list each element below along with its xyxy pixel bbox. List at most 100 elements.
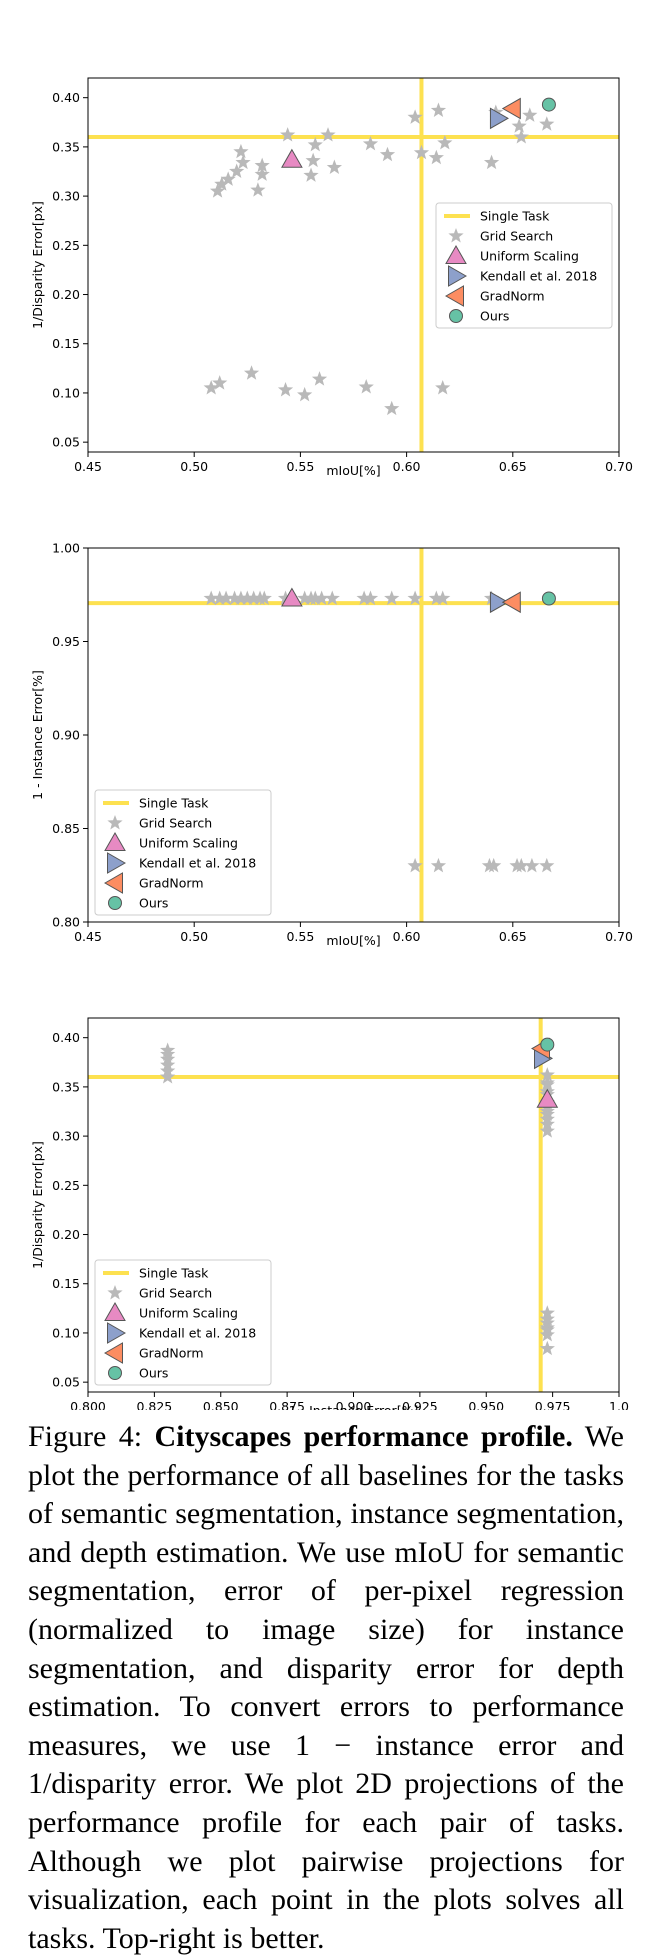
point-grid-search <box>539 116 555 131</box>
caption-prefix: Figure 4: <box>28 1420 143 1453</box>
point-ours <box>541 591 556 606</box>
x-tick-label: 0.60 <box>393 459 421 474</box>
legend-label-gradnorm: GradNorm <box>139 876 204 891</box>
x-axis-label: 1 - Instance Error[%] <box>289 1403 419 1410</box>
legend-label-ours: Ours <box>480 309 509 324</box>
y-tick-label: 0.30 <box>52 189 80 204</box>
point-grid-search <box>243 365 260 380</box>
y-tick-label: 0.80 <box>52 915 80 930</box>
x-tick-label: 1.0 <box>609 1399 629 1410</box>
point-grid-search <box>212 375 228 390</box>
point-grid-search <box>435 590 451 605</box>
y-tick-label: 0.30 <box>52 1129 80 1144</box>
legend-marker-grid-search <box>107 815 123 830</box>
point-grid-search <box>407 109 423 124</box>
x-tick-label: 0.50 <box>180 929 208 944</box>
point-grid-search <box>297 590 313 605</box>
legend-label-uniform-scaling: Uniform Scaling <box>139 1306 238 1321</box>
point-grid-search <box>160 1063 176 1078</box>
point-ours <box>540 1037 555 1052</box>
legend-label-ours: Ours <box>139 896 168 911</box>
point-grid-search <box>220 171 236 186</box>
x-tick-label: 0.825 <box>136 1399 172 1410</box>
y-tick-label: 0.40 <box>52 90 80 105</box>
point-grid-search <box>246 590 262 605</box>
point-grid-search <box>513 857 529 873</box>
point-grid-search <box>297 386 313 402</box>
point-grid-search <box>239 590 255 605</box>
legend-label-kendall-et-al-2018: Kendall et al. 2018 <box>139 856 256 871</box>
plot-frame <box>87 77 620 453</box>
point-grid-search <box>307 136 323 152</box>
legend-marker-ours <box>449 309 463 323</box>
y-tick-label: 0.95 <box>52 634 80 649</box>
point-grid-search <box>483 154 500 170</box>
point-grid-search <box>539 1111 555 1126</box>
x-tick-label: 0.950 <box>468 1399 504 1410</box>
point-grid-search <box>539 1305 555 1320</box>
y-tick-label: 0.05 <box>52 1375 80 1390</box>
point-grid-search <box>160 1042 176 1057</box>
point-grid-search <box>539 1320 555 1335</box>
y-tick-label: 0.90 <box>52 728 80 743</box>
legend-marker-uniform-scaling <box>104 1301 126 1321</box>
legend-box <box>435 202 613 329</box>
point-ours <box>541 97 556 112</box>
legend-marker-kendall-et-al-2018 <box>107 1322 127 1344</box>
legend-marker-grid-search <box>107 1285 123 1300</box>
x-tick-label: 0.55 <box>286 459 314 474</box>
legend-label-uniform-scaling: Uniform Scaling <box>480 249 579 264</box>
y-tick-label: 0.35 <box>52 1079 80 1094</box>
y-tick-label: 0.85 <box>52 821 80 836</box>
x-tick-label: 0.65 <box>499 459 527 474</box>
point-grid-search <box>430 102 447 117</box>
point-uniform-scaling <box>536 1088 559 1108</box>
point-grid-search <box>212 590 228 605</box>
x-tick-label: 0.45 <box>74 929 102 944</box>
point-grid-search <box>254 157 270 173</box>
point-grid-search <box>277 590 294 605</box>
legend-label-single-task: Single Task <box>480 209 550 224</box>
y-tick-label: 0.25 <box>52 1178 80 1193</box>
point-grid-search <box>384 400 400 416</box>
figure-charts: 0.45 0.50 0.55 0.60 0.65 0.70 0.05 0.10 0.15 0.20… <box>30 77 633 1410</box>
point-grid-search <box>160 1051 176 1066</box>
y-tick-label: 0.20 <box>52 287 80 302</box>
y-tick-label: 0.20 <box>52 1227 80 1242</box>
point-grid-search <box>324 590 340 605</box>
x-axis-label: mIoU[%] <box>326 463 380 478</box>
legend-label-grid-search: Grid Search <box>480 229 553 244</box>
point-gradnorm <box>501 591 521 614</box>
legend-label-kendall-et-al-2018: Kendall et al. 2018 <box>480 269 597 284</box>
x-tick-label: 0.65 <box>499 929 527 944</box>
point-grid-search <box>320 127 336 142</box>
legend-marker-ours <box>108 896 122 910</box>
point-grid-search <box>511 118 527 133</box>
y-tick-label: 0.10 <box>52 1325 80 1340</box>
x-tick-label: 0.900 <box>336 1399 372 1410</box>
y-tick-label: 0.35 <box>52 139 80 154</box>
x-tick-label: 0.55 <box>286 929 314 944</box>
point-grid-search <box>435 380 451 395</box>
point-grid-search <box>307 590 323 605</box>
legend-marker-ours <box>108 1366 122 1380</box>
point-grid-search <box>428 590 444 605</box>
legend-marker-kendall-et-al-2018 <box>448 265 468 287</box>
figure-caption: Figure 4: Cityscapes performance profile… <box>28 1418 624 1958</box>
point-grid-search <box>160 1069 176 1084</box>
point-kendall-et-al-2018 <box>489 591 509 614</box>
y-tick-label: 0.10 <box>52 385 80 400</box>
point-grid-search <box>250 182 266 197</box>
legend-label-grid-search: Grid Search <box>139 1286 212 1301</box>
point-grid-search <box>539 1074 555 1090</box>
point-uniform-scaling <box>281 587 303 607</box>
point-grid-search <box>430 857 447 873</box>
point-gradnorm <box>501 97 521 120</box>
legend-box <box>94 789 272 916</box>
y-axis-label: 1/Disparity Error[px] <box>30 1141 45 1269</box>
legend-label-single-task: Single Task <box>139 1266 209 1281</box>
point-grid-search <box>513 129 529 144</box>
point-grid-search <box>539 1311 555 1326</box>
chart-1: 0.45 0.50 0.55 0.60 0.65 0.70 0.05 0.10 0.15 0.20… <box>30 77 633 478</box>
x-tick-label: 0.875 <box>269 1399 305 1410</box>
